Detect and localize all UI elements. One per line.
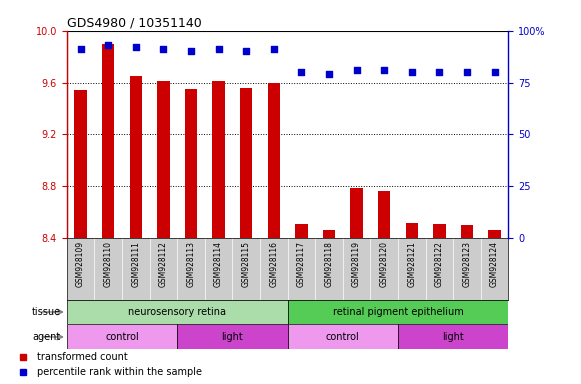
Bar: [240, 88, 252, 238]
Text: tissue: tissue: [32, 307, 61, 317]
Bar: [398, 324, 508, 349]
Text: GSM928117: GSM928117: [297, 241, 306, 287]
Text: GSM928109: GSM928109: [76, 241, 85, 287]
Text: GSM928121: GSM928121: [407, 241, 416, 287]
Text: GSM928119: GSM928119: [352, 241, 361, 287]
Bar: [461, 225, 473, 238]
Text: GSM928112: GSM928112: [159, 241, 168, 287]
Point: [76, 46, 85, 53]
Text: control: control: [105, 332, 139, 342]
Bar: [323, 230, 335, 238]
Point: [242, 48, 251, 55]
Point: [490, 69, 499, 75]
Text: neurosensory retina: neurosensory retina: [128, 307, 226, 317]
Text: transformed count: transformed count: [37, 352, 128, 362]
Point: [187, 48, 196, 55]
Text: light: light: [442, 332, 464, 342]
Bar: [130, 76, 142, 238]
Point: [324, 71, 333, 77]
Bar: [67, 300, 288, 324]
Point: [379, 67, 389, 73]
Text: GSM928110: GSM928110: [104, 241, 113, 287]
Point: [462, 69, 472, 75]
Point: [131, 44, 141, 50]
Text: light: light: [221, 332, 243, 342]
Bar: [350, 187, 363, 238]
Text: GSM928118: GSM928118: [325, 241, 333, 287]
Text: GSM928123: GSM928123: [462, 241, 471, 287]
Bar: [213, 81, 225, 238]
Bar: [102, 44, 114, 238]
Text: GSM928114: GSM928114: [214, 241, 223, 287]
Bar: [288, 324, 398, 349]
Point: [103, 42, 113, 48]
Point: [352, 67, 361, 73]
Bar: [268, 83, 280, 238]
Bar: [288, 300, 508, 324]
Point: [159, 46, 168, 53]
Bar: [433, 224, 446, 238]
Text: retinal pigment epithelium: retinal pigment epithelium: [332, 307, 464, 317]
Text: GSM928113: GSM928113: [187, 241, 195, 287]
Point: [269, 46, 278, 53]
Point: [214, 46, 223, 53]
Text: GDS4980 / 10351140: GDS4980 / 10351140: [67, 17, 202, 30]
Text: GSM928115: GSM928115: [242, 241, 250, 287]
Bar: [489, 230, 501, 238]
Bar: [74, 90, 87, 238]
Text: GSM928124: GSM928124: [490, 241, 499, 287]
Bar: [295, 224, 307, 238]
Text: GSM928120: GSM928120: [380, 241, 389, 287]
Bar: [157, 81, 170, 238]
Point: [407, 69, 417, 75]
Text: percentile rank within the sample: percentile rank within the sample: [37, 367, 202, 377]
Text: agent: agent: [33, 332, 61, 342]
Bar: [67, 324, 177, 349]
Text: GSM928111: GSM928111: [131, 241, 140, 287]
Bar: [406, 223, 418, 238]
Bar: [177, 324, 288, 349]
Point: [435, 69, 444, 75]
Bar: [378, 191, 390, 238]
Text: GSM928116: GSM928116: [270, 241, 278, 287]
Text: GSM928122: GSM928122: [435, 241, 444, 287]
Text: control: control: [326, 332, 360, 342]
Point: [297, 69, 306, 75]
Bar: [185, 89, 197, 238]
